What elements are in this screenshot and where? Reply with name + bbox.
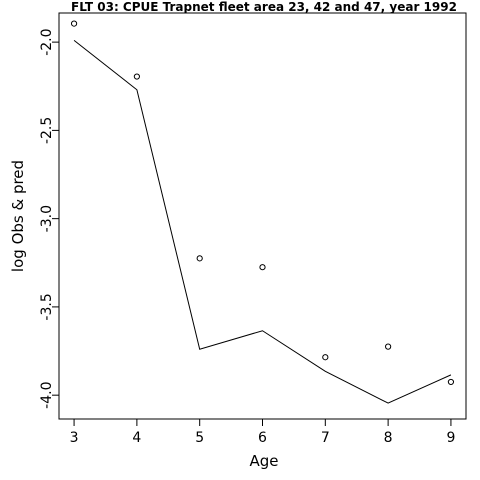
x-tick-label: 7	[321, 430, 330, 446]
observed-point	[259, 264, 266, 271]
observed-point	[196, 255, 203, 262]
y-tick-label: -3.5	[39, 293, 55, 320]
chart-title: FLT 03: CPUE Trapnet fleet area 23, 42 a…	[71, 0, 457, 14]
x-tick-label: 3	[70, 430, 79, 446]
observed-point	[133, 73, 140, 80]
y-tick-label: -2.5	[39, 117, 55, 144]
y-tick-label: -2.0	[39, 28, 55, 55]
y-tick-label: -3.0	[39, 205, 55, 232]
series-layer	[70, 20, 455, 404]
observed-point	[70, 20, 78, 27]
x-tick-label: 6	[258, 430, 267, 446]
x-axis: 3 4 5 6 7 8 9	[70, 418, 455, 446]
observed-point	[447, 378, 455, 386]
y-axis-label: log Obs & pred	[9, 160, 27, 272]
x-tick-label: 4	[132, 430, 141, 446]
x-tick-label: 8	[384, 430, 393, 446]
y-tick-label: -4.0	[39, 382, 55, 409]
observed-point	[385, 343, 392, 350]
x-axis-label: Age	[249, 452, 278, 470]
observed-point	[322, 354, 329, 361]
plot-frame	[58, 12, 467, 420]
y-axis: -2.0 -2.5 -3.0 -3.5 -4.0	[39, 28, 60, 409]
x-tick-label: 9	[446, 430, 455, 446]
x-tick-label: 5	[195, 430, 204, 446]
predicted-line	[73, 39, 452, 404]
